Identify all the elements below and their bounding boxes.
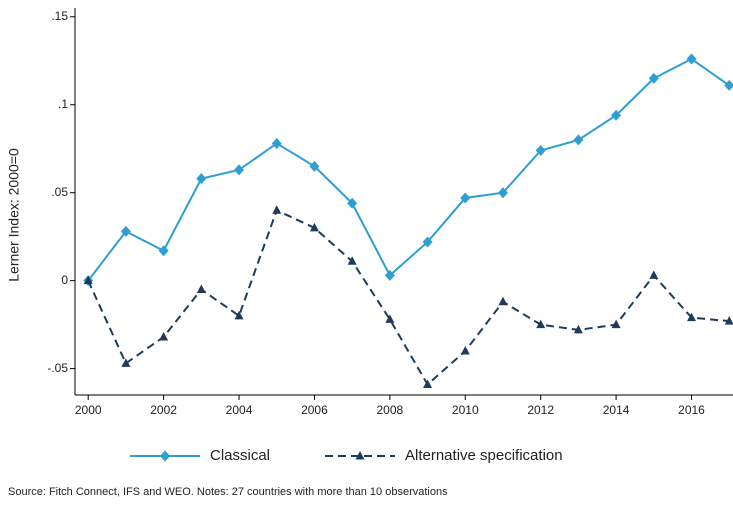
data-point [497,187,508,199]
data-point [234,310,244,320]
data-point [724,316,733,325]
data-point [309,160,320,172]
data-point [460,346,470,355]
x-tick-label: 2016 [678,403,705,417]
x-tick-label: 2008 [377,403,404,417]
data-point [271,137,282,149]
data-point [536,319,546,329]
data-point [422,236,433,248]
data-point [158,245,169,257]
y-axis-label: Lerner Index: 2000=0 [6,148,22,282]
data-point [611,109,622,121]
y-tick-label: 0 [61,273,68,287]
data-point [309,222,319,232]
data-point [234,164,245,176]
y-tick-label: .05 [51,185,68,199]
data-point [535,144,546,156]
data-point [498,296,508,306]
data-point [686,53,697,65]
data-point [573,324,583,334]
x-tick-label: 2002 [150,403,177,417]
y-tick-label: .1 [58,97,68,111]
x-tick-label: 2004 [226,403,253,417]
data-point [83,275,93,285]
data-point [159,331,169,341]
source-note: Source: Fitch Connect, IFS and WEO. Note… [8,486,448,498]
data-point [724,79,733,91]
y-tick-label: -.05 [47,361,68,375]
data-point [384,269,395,281]
data-point [687,312,697,322]
legend-marker [160,450,170,462]
data-point [121,358,131,367]
data-point [573,134,584,146]
data-point [347,197,358,209]
data-point [272,205,282,214]
data-point [611,319,621,329]
data-point [423,379,433,388]
data-point [460,192,471,204]
x-tick-label: 2014 [603,403,630,417]
x-tick-label: 2010 [452,403,479,417]
data-point [347,256,357,265]
data-point [120,225,131,237]
data-point [649,270,659,279]
y-tick-label: .15 [51,9,68,23]
data-point [196,173,207,185]
series-line [87,208,730,387]
data-point [648,72,659,84]
legend-label: Alternative specification [405,447,563,464]
x-tick-label: 2000 [75,403,102,417]
x-tick-label: 2006 [301,403,328,417]
data-point [196,284,206,293]
series-line [87,57,730,282]
legend-label: Classical [210,447,270,464]
legend-marker [355,451,365,460]
x-tick-label: 2012 [527,403,554,417]
data-point [385,314,395,323]
